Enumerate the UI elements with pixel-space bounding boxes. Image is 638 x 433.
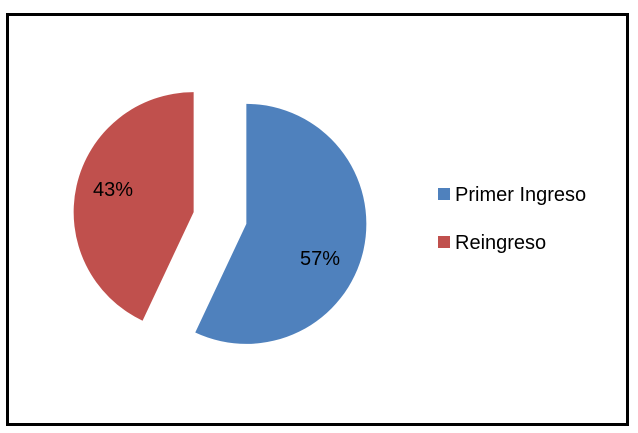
pie-slice-primer-ingreso bbox=[195, 103, 367, 344]
data-label-primer-ingreso: 57% bbox=[300, 248, 340, 270]
pie-data-labels: 57% 43% bbox=[93, 179, 340, 270]
legend-item-primer-ingreso: Primer Ingreso bbox=[438, 184, 586, 206]
legend-item-reingreso: Reingreso bbox=[438, 232, 546, 254]
pie-slices bbox=[73, 92, 367, 344]
legend-label-primer-ingreso: Primer Ingreso bbox=[455, 184, 586, 206]
legend-swatch-reingreso bbox=[438, 236, 450, 248]
data-label-reingreso: 43% bbox=[93, 179, 133, 201]
legend-label-reingreso: Reingreso bbox=[455, 232, 546, 254]
legend: Primer Ingreso Reingreso bbox=[438, 184, 586, 254]
pie-slice-reingreso bbox=[73, 92, 194, 321]
legend-swatch-primer-ingreso bbox=[438, 188, 450, 200]
